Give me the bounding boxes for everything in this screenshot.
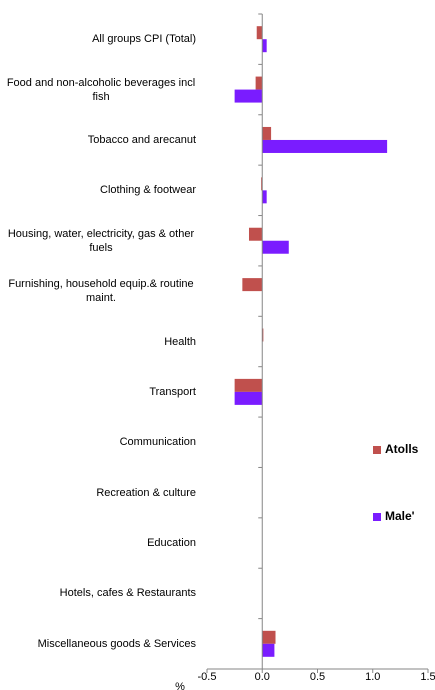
y-tick-label: Food and non-alcoholic beverages incl fi… bbox=[6, 76, 196, 103]
legend-swatch bbox=[373, 513, 381, 521]
y-tick-label: Tobacco and arecanut bbox=[87, 133, 196, 146]
bar bbox=[262, 328, 264, 342]
category-label-box: Education bbox=[0, 523, 196, 563]
bar bbox=[248, 227, 263, 241]
y-tick-label: Health bbox=[164, 335, 196, 348]
bar bbox=[234, 391, 263, 405]
bar bbox=[256, 26, 263, 40]
category-label-box: All groups CPI (Total) bbox=[0, 19, 196, 59]
y-tick-label: Recreation & culture bbox=[96, 486, 196, 499]
category-label-box: Housing, water, electricity, gas & other… bbox=[0, 221, 196, 261]
bar bbox=[242, 278, 263, 292]
y-tick-label: Miscellaneous goods & Services bbox=[37, 637, 196, 650]
bar bbox=[262, 240, 289, 254]
bar bbox=[262, 643, 275, 657]
legend-label: Male' bbox=[385, 509, 415, 523]
y-tick-label: Hotels, cafes & Restaurants bbox=[59, 587, 196, 600]
y-tick-label: All groups CPI (Total) bbox=[92, 33, 196, 46]
bar bbox=[234, 378, 263, 392]
legend-swatch bbox=[373, 446, 381, 454]
x-tick-label: -0.5 bbox=[198, 671, 217, 683]
y-tick-label: Furnishing, household equip.& routine ma… bbox=[8, 278, 194, 305]
y-tick-label: Transport bbox=[149, 385, 196, 398]
x-tick-label: 0.5 bbox=[310, 671, 325, 683]
bar bbox=[255, 76, 263, 90]
bar bbox=[234, 89, 263, 103]
bar bbox=[262, 630, 276, 644]
category-label-box: Miscellaneous goods & Services bbox=[0, 624, 196, 664]
x-tick-label: 0.0 bbox=[255, 671, 270, 683]
y-tick-label: Clothing & footwear bbox=[100, 184, 196, 197]
bar bbox=[262, 39, 267, 53]
category-label-box: Hotels, cafes & Restaurants bbox=[0, 573, 196, 613]
bar bbox=[262, 190, 267, 204]
category-label-box: Transport bbox=[0, 372, 196, 412]
bar bbox=[262, 139, 388, 153]
legend-label: Atolls bbox=[385, 442, 419, 456]
category-label-box: Food and non-alcoholic beverages incl fi… bbox=[0, 70, 196, 110]
category-label-box: Furnishing, household equip.& routine ma… bbox=[0, 271, 196, 311]
y-tick-label: Education bbox=[147, 537, 196, 550]
category-label-box: Recreation & culture bbox=[0, 473, 196, 513]
category-label-box: Health bbox=[0, 322, 196, 362]
y-tick-label: Communication bbox=[119, 436, 196, 449]
x-axis-label: % bbox=[175, 681, 185, 690]
category-label-box: Communication bbox=[0, 422, 196, 462]
category-label-box: Clothing & footwear bbox=[0, 170, 196, 210]
bar bbox=[262, 126, 272, 140]
x-tick-label: 1.5 bbox=[420, 671, 435, 683]
y-tick-label: Housing, water, electricity, gas & other… bbox=[7, 227, 195, 254]
category-label-box: Tobacco and arecanut bbox=[0, 120, 196, 160]
x-tick-label: 1.0 bbox=[365, 671, 380, 683]
bar bbox=[261, 177, 263, 191]
